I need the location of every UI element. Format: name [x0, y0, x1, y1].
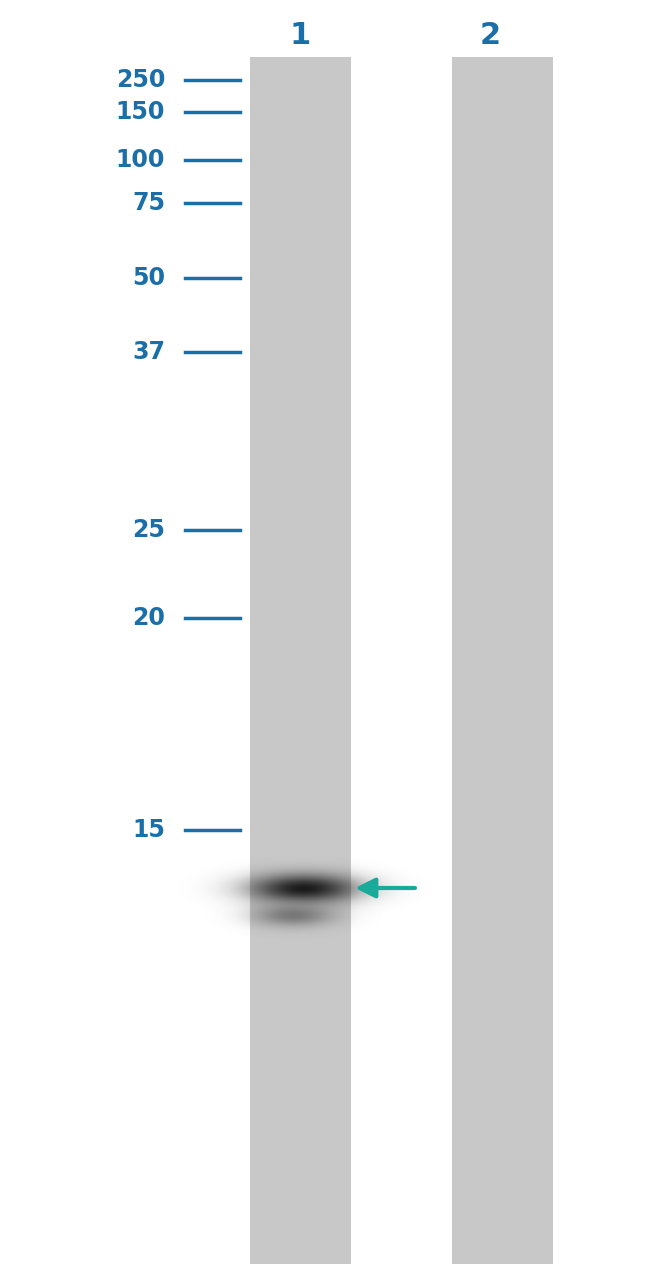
Text: 2: 2	[480, 20, 500, 50]
Text: 100: 100	[116, 149, 165, 171]
Bar	[452, 57, 552, 1264]
Text: 1: 1	[289, 20, 311, 50]
Text: 150: 150	[116, 100, 165, 124]
Text: 37: 37	[132, 340, 165, 364]
Text: 25: 25	[132, 518, 165, 542]
Text: 15: 15	[132, 818, 165, 842]
Text: 50: 50	[132, 265, 165, 290]
Text: 20: 20	[132, 606, 165, 630]
Bar	[250, 57, 351, 1264]
Text: 250: 250	[116, 69, 165, 91]
Text: 75: 75	[132, 190, 165, 215]
